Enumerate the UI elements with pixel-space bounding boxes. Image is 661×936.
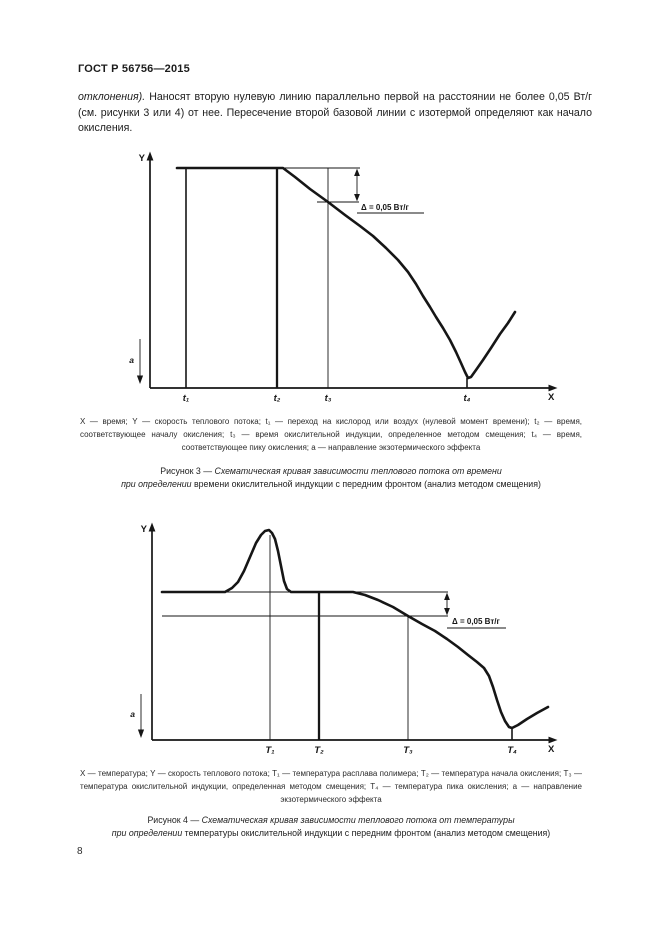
figure3-caption: Рисунок 3 — Схематическая кривая зависим…: [66, 465, 596, 491]
figure4-caption-line1: Рисунок 4 — Схематическая кривая зависим…: [66, 814, 596, 827]
fig3-x-axis-arrow-icon: [548, 384, 558, 392]
figure4-caption-title: Схематическая кривая зависимости теплово…: [201, 815, 515, 825]
figure3-caption-title: Схематическая кривая зависимости теплово…: [214, 466, 502, 476]
fig4-offset-arrow-down-icon: [444, 608, 450, 616]
fig4-tick-T3: T₃: [403, 745, 413, 756]
fig4-x-axis-arrow-icon: [548, 736, 558, 744]
figure4-note: X — температура; Y — скорость теплового …: [80, 769, 582, 804]
fig4-heat-flow-curve: [160, 528, 550, 730]
fig3-delta-annotation: Δ = 0,05 Вт/г: [361, 203, 409, 212]
fig3-tick-t1: t₁: [183, 393, 190, 404]
fig4-y-axis-arrow-icon: [148, 522, 156, 532]
paragraph-text: Наносят вторую нулевую линию параллельно…: [78, 91, 592, 135]
paragraph-lead-italic: отклонения).: [78, 91, 146, 103]
fig4-tick-T2: T₂: [314, 745, 324, 756]
figure3-diagram: Y X Δ = 0,05 Вт/г a t₁ t₂ t₃ t₄: [129, 151, 558, 404]
fig4-tick-T4: T₄: [507, 745, 517, 756]
figure3-caption-line2: при определении времени окислительной ин…: [66, 478, 596, 491]
fig4-delta-annotation: Δ = 0,05 Вт/г: [452, 617, 500, 626]
figure4-caption-line2-italic: при определении: [111, 828, 183, 838]
fig3-heat-flow-curve: [175, 166, 517, 380]
fig3-offset-arrow-up-icon: [354, 168, 360, 176]
fig3-exo-label: a: [129, 355, 134, 365]
page-number: 8: [77, 846, 83, 857]
fig3-tick-t3: t₃: [325, 393, 332, 404]
figure3-caption-prefix: Рисунок 3 —: [160, 466, 215, 476]
document-standard-number: ГОСТ Р 56756—2015: [78, 63, 190, 75]
figure3-caption-line2-italic: при определении: [121, 479, 192, 489]
fig4-y-axis-label: Y: [141, 524, 148, 535]
figure3-note: X — время; Y — скорость теплового потока…: [80, 417, 582, 452]
figure3-caption-line2-rest: времени окислительной индукции с передни…: [191, 479, 541, 489]
fig4-x-axis-label: X: [548, 744, 555, 755]
figure4-caption-line2-rest: температуры окислительной индукции с пер…: [182, 828, 551, 838]
figure3-caption-line1: Рисунок 3 — Схематическая кривая зависим…: [66, 465, 596, 478]
fig3-tick-t2: t₂: [274, 393, 281, 404]
fig3-exo-arrow-down-icon: [136, 375, 144, 384]
fig4-offset-arrow-up-icon: [444, 592, 450, 600]
fig4-exo-label: a: [130, 709, 135, 719]
fig3-offset-arrow-down-icon: [354, 194, 360, 202]
fig4-exo-arrow-down-icon: [137, 729, 145, 738]
body-paragraph: отклонения). Наносят вторую нулевую лини…: [78, 90, 592, 137]
fig3-x-axis-label: X: [548, 392, 555, 403]
figure4-caption: Рисунок 4 — Схематическая кривая зависим…: [66, 814, 596, 840]
fig3-y-axis-arrow-icon: [146, 151, 154, 161]
figure4-caption-line2: при определении температуры окислительно…: [66, 827, 596, 840]
fig4-tick-T1: T₁: [265, 745, 274, 756]
figure4-diagram: Y X Δ = 0,05 Вт/г a T₁ T₂ T₃ T₄: [130, 522, 558, 756]
fig3-tick-t4: t₄: [464, 393, 471, 404]
figure4-caption-prefix: Рисунок 4 —: [147, 815, 202, 825]
fig3-y-axis-label: Y: [139, 153, 146, 164]
